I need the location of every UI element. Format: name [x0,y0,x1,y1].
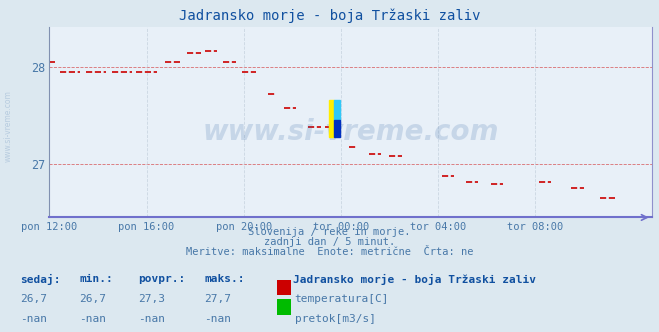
Text: 26,7: 26,7 [79,294,106,304]
Bar [329,100,333,137]
Text: pretok[m3/s]: pretok[m3/s] [295,314,376,324]
Text: -nan: -nan [20,314,47,324]
Text: maks.:: maks.: [204,274,244,284]
Text: 27,3: 27,3 [138,294,165,304]
Bar [333,100,340,121]
Text: zadnji dan / 5 minut.: zadnji dan / 5 minut. [264,237,395,247]
Text: -nan: -nan [204,314,231,324]
Text: Jadransko morje - boja Tržaski zaliv: Jadransko morje - boja Tržaski zaliv [179,8,480,23]
Text: 27,7: 27,7 [204,294,231,304]
Text: Meritve: maksimalne  Enote: metrične  Črta: ne: Meritve: maksimalne Enote: metrične Črta… [186,247,473,257]
Text: povpr.:: povpr.: [138,274,186,284]
Text: 26,7: 26,7 [20,294,47,304]
Text: Jadransko morje - boja Tržaski zaliv: Jadransko morje - boja Tržaski zaliv [293,274,536,285]
Text: www.si-vreme.com: www.si-vreme.com [203,118,499,145]
Text: -nan: -nan [138,314,165,324]
Text: temperatura[C]: temperatura[C] [295,294,389,304]
Text: -nan: -nan [79,314,106,324]
Bar [333,121,340,137]
Text: min.:: min.: [79,274,113,284]
Text: Slovenija / reke in morje.: Slovenija / reke in morje. [248,227,411,237]
Text: sedaj:: sedaj: [20,274,60,285]
Text: www.si-vreme.com: www.si-vreme.com [3,90,13,162]
